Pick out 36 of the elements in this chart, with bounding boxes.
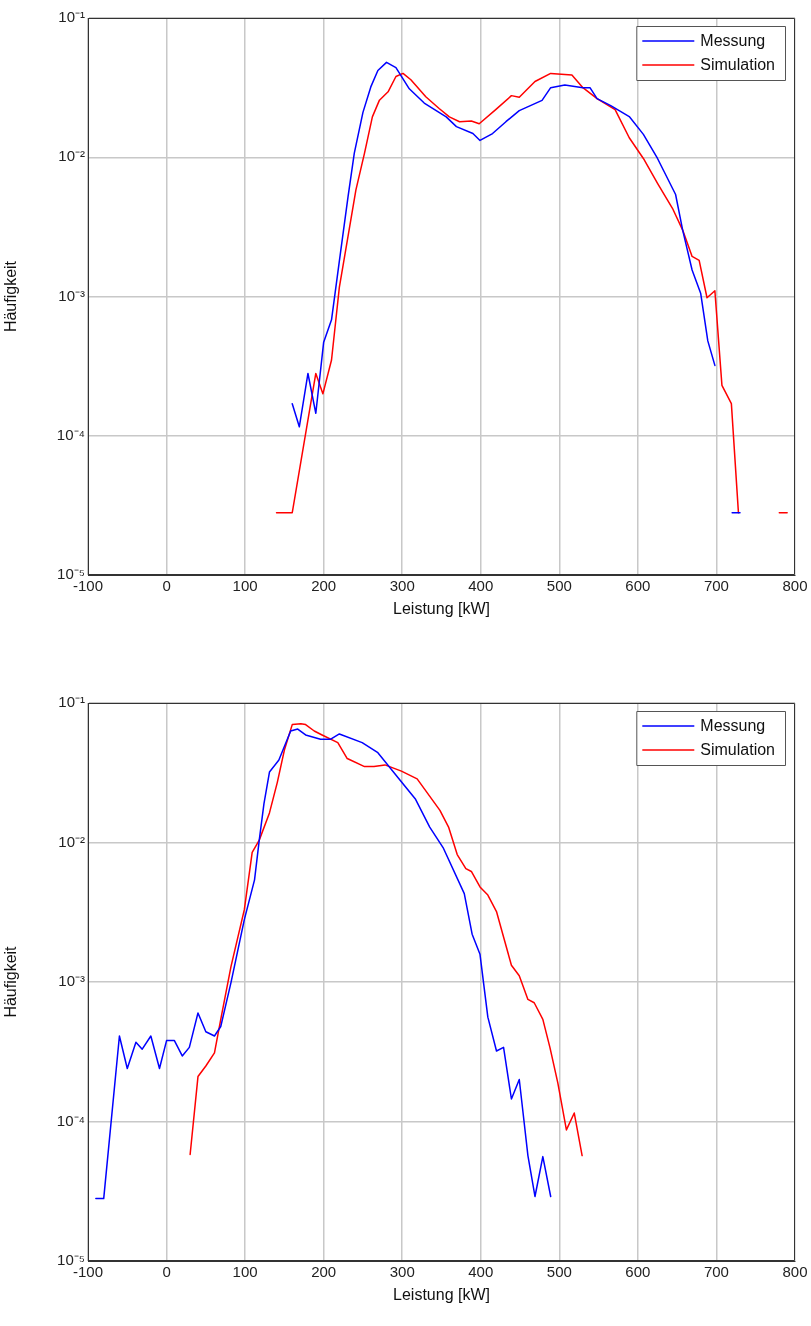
x-tick-label: 600 (625, 577, 651, 595)
x-tick-label: 500 (546, 1263, 572, 1281)
legend-label: Messung (700, 32, 766, 50)
x-axis-title: Leistung [kW] (393, 1285, 490, 1303)
x-tick-label: 700 (703, 577, 729, 595)
x-tick-label: 0 (162, 577, 171, 595)
x-tick-label: -100 (72, 577, 104, 595)
x-tick-label: -100 (72, 1263, 104, 1281)
x-tick-label: 200 (311, 577, 337, 595)
x-tick-label: 400 (468, 577, 494, 595)
x-tick-label: 100 (232, 577, 258, 595)
y-axis-title: Häufigkeit (2, 945, 20, 1018)
x-tick-label: 500 (546, 577, 572, 595)
x-tick-label: 100 (232, 1263, 258, 1281)
x-tick-label: 700 (703, 1263, 729, 1281)
legend-label: Messung (700, 717, 766, 735)
x-tick-label: 600 (625, 1263, 651, 1281)
x-tick-label: 800 (782, 577, 808, 595)
y-tick-label: 10⁻⁴ (56, 1111, 85, 1129)
y-tick-label: 10⁻¹ (58, 693, 85, 711)
legend-label: Simulation (700, 741, 775, 759)
y-axis-title: Häufigkeit (2, 260, 20, 333)
y-tick-label: 10⁻¹ (58, 8, 85, 26)
x-tick-label: 0 (162, 1263, 171, 1281)
x-tick-label: 300 (389, 577, 415, 595)
x-tick-label: 200 (311, 1263, 337, 1281)
y-tick-label: 10⁻³ (58, 286, 85, 304)
x-axis-title: Leistung [kW] (393, 599, 490, 617)
x-tick-label: 400 (468, 1263, 494, 1281)
y-tick-label: 10⁻³ (58, 972, 85, 990)
y-tick-label: 10⁻² (58, 147, 85, 165)
x-tick-label: 300 (389, 1263, 415, 1281)
y-tick-label: 10⁻⁴ (56, 425, 85, 443)
y-tick-label: 10⁻² (58, 832, 85, 850)
x-tick-label: 800 (782, 1263, 808, 1281)
legend-label: Simulation (700, 56, 775, 74)
